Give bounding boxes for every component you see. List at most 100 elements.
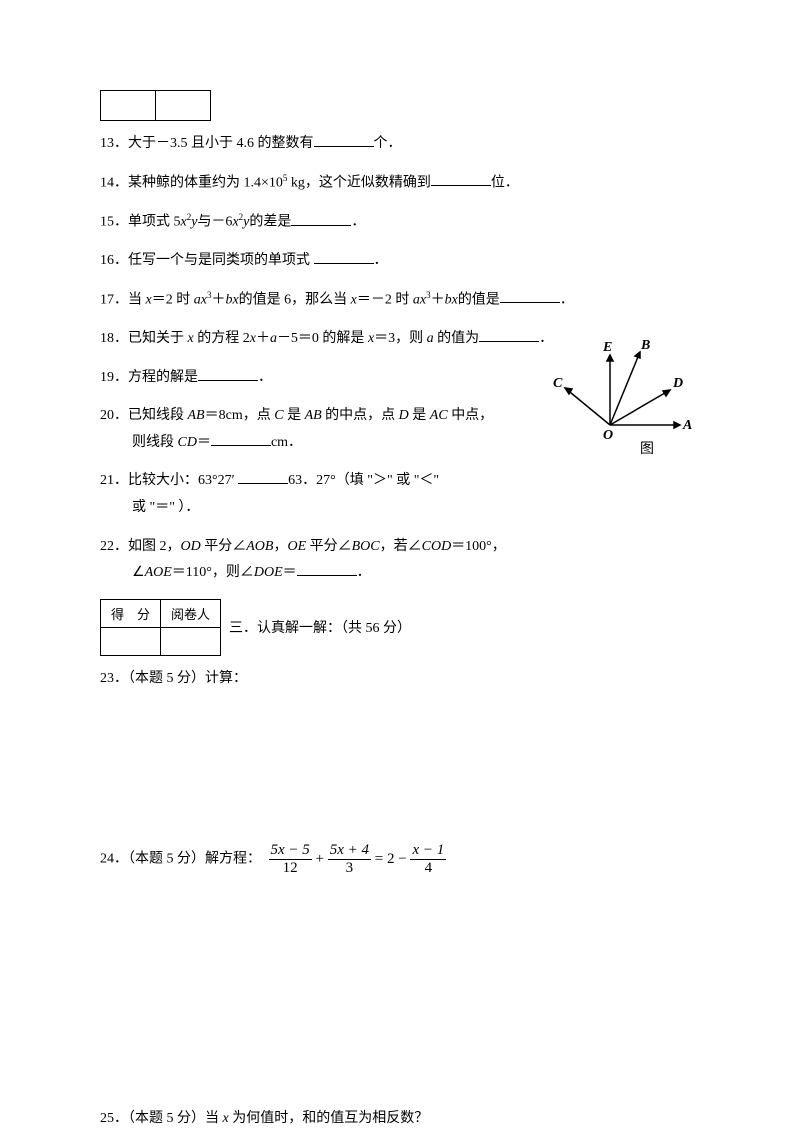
q20-ac: AC [430,408,448,423]
question-21: 21．比较大小：63°27′ 63．27°（填 "＞" 或 "＜" 或 "＝" … [100,468,700,521]
q22-aoe: AOE [145,565,172,580]
q18-text-c: ＋ [256,331,270,346]
q25-text-b: 为何值时，和的值互为相反数？ [229,1111,429,1126]
q24-text: （本题 5 分）解方程： [128,852,261,867]
question-22: 22．如图 2，OD 平分∠AOB，OE 平分∠BOC，若∠COD＝100°， … [100,534,700,587]
q17-num: 17． [100,292,128,307]
q23-text: （本题 5 分）计算： [128,671,247,686]
q21-line2: 或 "＝" ）． [132,500,199,515]
fig-label-b: B [641,338,650,354]
q16-text-a: 任写一个与是同类项的单项式 [128,253,314,268]
q20-line2-c: cm． [271,435,302,450]
question-25: 25．（本题 5 分）当 x 为何值时，和的值互为相反数？ [100,1106,700,1133]
q17-text-b: ＝2 时 [152,292,194,307]
fig-label-d: D [673,376,683,392]
fig-caption: 图 [640,438,654,458]
q17-a1: a [194,292,201,307]
q14-text-a: 某种鲸的体重约为 1.4×10 [128,175,283,190]
q19-num: 19． [100,370,128,385]
q16-text-b: ． [374,253,388,268]
q13-text-b: 个． [374,136,402,151]
q18-text-b: 的方程 2 [194,331,250,346]
fig-label-o: O [603,428,613,444]
q18-text-f: 的值为 [434,331,480,346]
q22-blank [297,561,357,576]
q18-text-a: 已知关于 [128,331,188,346]
q22-line2-d: ． [357,565,371,580]
q22-text-e: ，若∠ [380,539,422,554]
q20-c: C [274,408,283,423]
q21-text-a: 比较大小：63°27′ [128,473,238,488]
q24-d1: 12 [269,860,312,877]
q18-num: 18． [100,331,128,346]
q24-n3: x − 1 [410,842,446,860]
question-15: 15．单项式 5x2y与－6x2y的差是． [100,209,700,236]
q20-ab1: AB [188,408,205,423]
q17-plus2: ＋ [431,292,445,307]
q22-text-f: ＝100°， [451,539,506,554]
fig-label-a: A [683,418,692,434]
q17-text-d: ＝－2 时 [357,292,413,307]
q20-line2-b: ＝ [197,435,211,450]
fig-label-c: C [553,376,562,392]
section-3-title: 三．认真解一解：（共 56 分） [229,617,411,637]
q25-num: 25． [100,1111,128,1126]
angle-figure: A D B E C O 图 [555,340,695,460]
q15-blank [291,210,351,225]
top-small-table [100,90,211,121]
q19-text-b: ． [258,370,272,385]
q13-num: 13． [100,136,128,151]
q22-line2-c: ＝ [283,565,297,580]
question-14: 14．某种鲸的体重约为 1.4×105 kg，这个近似数精确到位． [100,170,700,197]
q22-text-d: 平分∠ [306,539,352,554]
q20-num: 20． [100,408,128,423]
q13-blank [314,132,374,147]
q18-text-e: ＝3，则 [374,331,427,346]
q22-od: OD [181,539,201,554]
q24-p1: + [316,851,324,867]
q17-plus1: ＋ [211,292,225,307]
q16-num: 16． [100,253,128,268]
q20-text-e: 是 [409,408,430,423]
q15-text-c: 的差是 [249,215,291,230]
q25-text-a: （本题 5 分）当 [128,1111,223,1126]
q21-text-b: 63．27°（填 "＞" 或 "＜" [288,473,439,488]
q20-blank [211,430,271,445]
q18-a1: a [270,331,277,346]
q14-blank [431,171,491,186]
score-h1: 得 分 [101,599,161,627]
q22-num: 22． [100,539,128,554]
q21-num: 21． [100,473,128,488]
question-16: 16．任写一个与是同类项的单项式 ． [100,248,700,275]
q13-text-a: 大于－3.5 且小于 4.6 的整数有 [128,136,314,151]
q24-num: 24． [100,852,128,867]
score-table: 得 分阅卷人 [100,599,221,656]
question-24: 24．（本题 5 分）解方程： 5x − 512 + 5x + 43 = 2 −… [100,842,700,876]
q24-d2: 3 [328,860,371,877]
q14-num: 14． [100,175,128,190]
q22-cod: COD [422,539,452,554]
q22-oe: OE [287,539,306,554]
q20-text-b: ＝8cm，点 [205,408,275,423]
q20-text-d: 的中点，点 [322,408,399,423]
question-23: 23．（本题 5 分）计算： [100,666,700,693]
q22-doe: DOE [254,565,283,580]
q20-d: D [399,408,409,423]
q22-text-a: 如图 2， [128,539,181,554]
q15-num: 15． [100,215,128,230]
q18-blank [479,327,539,342]
q17-text-f: ． [560,292,574,307]
q15-text-a: 单项式 5 [128,215,181,230]
q14-text-c: 位． [491,175,519,190]
q19-text-a: 方程的解是 [128,370,198,385]
q24-n2: 5x + 4 [328,842,371,860]
q20-line2-a: 则线段 [132,435,178,450]
q14-text-b: kg，这个近似数精确到 [287,175,431,190]
q17-blank [500,288,560,303]
q15-text-b: 与－6 [197,215,232,230]
q21-blank [238,469,288,484]
score-h2: 阅卷人 [161,599,221,627]
q16-blank [314,249,374,264]
q18-text-g: ． [539,331,553,346]
q22-line2-b: ＝110°，则∠ [172,565,254,580]
